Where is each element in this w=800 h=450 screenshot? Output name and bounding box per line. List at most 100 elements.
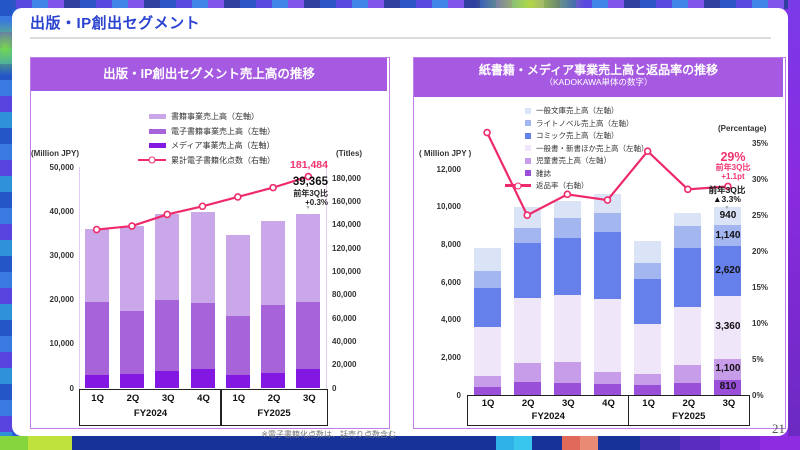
x-axis-quarter-label: 3Q xyxy=(722,398,736,409)
legend-item: 書籍事業売上高（左軸） xyxy=(138,111,275,122)
left-chart-unit-left: (Million JPY) xyxy=(31,149,79,158)
legend-label: 児童書売上高（左軸） xyxy=(536,156,611,165)
axis-tick-label: 0 xyxy=(69,383,74,393)
bar-segment xyxy=(261,220,286,306)
bar-segment xyxy=(473,376,501,388)
line-marker-icon xyxy=(198,202,207,211)
bar-segment-value: 1,140 xyxy=(715,229,741,241)
x-axis-quarter-label: 3Q xyxy=(562,398,575,409)
x-axis-quarter-label: 2Q xyxy=(682,398,696,409)
bar-segment-value: 810 xyxy=(719,381,737,393)
legend-item: 返品率（右軸） xyxy=(505,180,649,191)
legend-box-icon xyxy=(525,157,531,164)
bar-segment xyxy=(225,375,250,388)
x-axis-quarter-label: 3Q xyxy=(303,393,316,404)
x-axis-group-divider xyxy=(220,390,222,425)
line-marker-icon xyxy=(269,183,277,192)
legend-box-icon xyxy=(149,128,166,134)
trend-line xyxy=(92,172,313,234)
x-axis-quarter-label: 2Q xyxy=(126,393,140,404)
axis-tick-label: 40,000 xyxy=(49,206,74,216)
legend-swatch xyxy=(505,107,531,114)
bar-segment-value: 1,100 xyxy=(715,363,741,375)
bar-segment xyxy=(261,372,286,388)
legend-swatch xyxy=(505,157,531,164)
bar-segment xyxy=(674,247,702,307)
bar-segment xyxy=(119,226,144,311)
page-title: 出版・IP創出セグメント xyxy=(30,15,201,32)
bar-segment xyxy=(513,363,541,382)
legend-item: 一般文庫売上高（左軸） xyxy=(505,105,649,116)
bar-segment xyxy=(553,200,581,219)
axis-tick-label: 50,000 xyxy=(49,162,74,172)
bar-segment xyxy=(594,231,621,300)
bar-segment xyxy=(473,270,501,288)
legend-swatch xyxy=(138,128,166,134)
axis-tick-label: 40,000 xyxy=(332,336,357,346)
page-number: 21 xyxy=(772,421,785,436)
bar-segment xyxy=(155,213,180,301)
x-axis-group-divider xyxy=(627,396,630,425)
mosaic-border-left xyxy=(0,0,12,450)
axis-tick-label: 0 xyxy=(332,383,337,393)
axis-tick-label: 10,000 xyxy=(49,339,74,349)
axis-tick-label: 120,000 xyxy=(332,243,361,253)
legend-item: コミック売上高（左軸） xyxy=(505,130,649,141)
axis-tick-label: 10% xyxy=(752,318,769,328)
left-chart-header: 出版・IP創出セグメント売上高の推移 xyxy=(31,58,387,91)
axis-tick-label: 160,000 xyxy=(332,197,361,207)
bar-segment xyxy=(634,384,662,395)
bar-segment xyxy=(553,237,581,296)
bar-segment xyxy=(674,383,702,395)
legend-swatch xyxy=(138,143,166,148)
left-plot-left-border xyxy=(79,167,80,389)
legend-label: 累計電子書籍化点数（右軸） xyxy=(171,155,275,165)
axis-tick-label: 80,000 xyxy=(332,290,357,300)
axis-tick-label: 20% xyxy=(752,246,769,256)
x-axis-fy-label: FY2025 xyxy=(257,408,291,419)
bar-segment xyxy=(634,262,662,279)
bar-segment xyxy=(513,381,541,395)
title-underline xyxy=(30,37,771,39)
legend-swatch xyxy=(138,156,166,164)
bar-segment xyxy=(674,365,702,384)
left-line-end-value: 181,484 xyxy=(290,159,328,171)
legend-label: ライトノベル売上高（左軸） xyxy=(536,118,634,128)
legend-swatch xyxy=(505,145,531,151)
right-chart-header: 紙書籍・メディア事業売上高と返品率の推移 （KADOKAWA単体の数字） xyxy=(414,58,783,97)
bar-segment xyxy=(225,315,250,376)
mosaic-border-right xyxy=(788,0,800,450)
bar-segment-value: 3,360 xyxy=(715,321,741,333)
axis-tick-label: 60,000 xyxy=(332,313,357,323)
legend-box-icon xyxy=(525,145,531,151)
legend-box-icon xyxy=(525,120,531,126)
right-chart-subtitle: （KADOKAWA単体の数字） xyxy=(544,77,653,87)
legend-box-icon xyxy=(525,132,531,139)
x-axis-quarter-label: 1Q xyxy=(232,393,246,404)
axis-tick-label: 8,000 xyxy=(440,239,461,249)
bar-segment xyxy=(513,227,541,244)
axis-tick-label: 35% xyxy=(752,138,769,148)
bar-segment xyxy=(84,374,109,388)
line-marker-icon xyxy=(603,196,612,204)
bar-segment xyxy=(296,214,321,303)
bar-segment xyxy=(634,373,662,385)
right-chart-legend: 一般文庫売上高（左軸） ライトノベル売上高（左軸） コミック売上高（左軸） 一般書・新… xyxy=(505,105,649,193)
axis-tick-label: 140,000 xyxy=(332,220,361,230)
bar-segment xyxy=(714,379,742,395)
bar-segment xyxy=(155,300,180,371)
left-chart-unit-right: (Titles) xyxy=(336,149,363,158)
x-axis-quarter-label: 3Q xyxy=(161,393,175,404)
footnote: ※電子書籍化点数は、話売り点数含む xyxy=(261,430,396,439)
bar-segment xyxy=(513,298,541,363)
left-plot-right-border xyxy=(326,167,327,389)
legend-box-icon xyxy=(525,107,531,114)
right-bar-yoy-note: 前年3Q比 ▲3.3% xyxy=(697,186,757,204)
legend-label: コミック売上高（左軸） xyxy=(536,131,619,140)
bar-segment xyxy=(594,371,621,384)
legend-swatch xyxy=(505,120,531,126)
x-axis-fy-label: FY2025 xyxy=(672,411,706,422)
right-chart-unit-left: ( Million JPY ) xyxy=(419,149,472,158)
bar-segment xyxy=(553,295,581,362)
